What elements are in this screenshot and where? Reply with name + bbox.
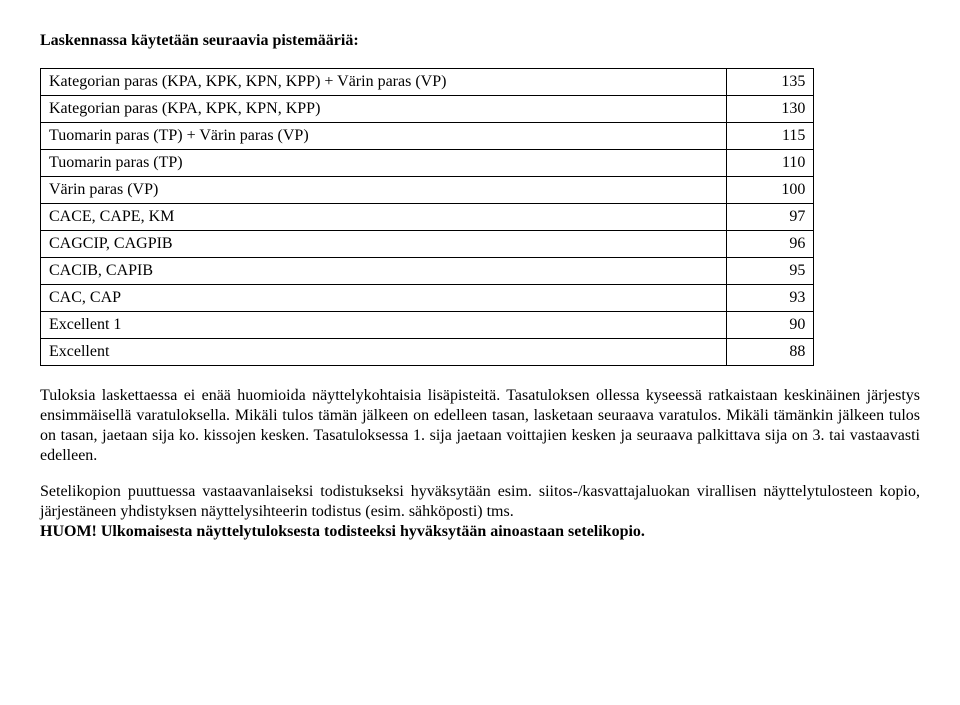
table-cell-label: Tuomarin paras (TP)	[41, 150, 727, 177]
table-cell-label: Kategorian paras (KPA, KPK, KPN, KPP)	[41, 96, 727, 123]
table-cell-label: Tuomarin paras (TP) + Värin paras (VP)	[41, 123, 727, 150]
table-cell-value: 135	[727, 69, 814, 96]
table-cell-label: Värin paras (VP)	[41, 177, 727, 204]
table-cell-label: CACE, CAPE, KM	[41, 204, 727, 231]
table-cell-label: Excellent	[41, 339, 727, 366]
table-row: Excellent 190	[41, 312, 814, 339]
table-row: CACE, CAPE, KM97	[41, 204, 814, 231]
table-cell-value: 90	[727, 312, 814, 339]
table-row: Kategorian paras (KPA, KPK, KPN, KPP)130	[41, 96, 814, 123]
table-row: Kategorian paras (KPA, KPK, KPN, KPP) + …	[41, 69, 814, 96]
paragraph-2-text: Setelikopion puuttuessa vastaavanlaiseks…	[40, 483, 920, 520]
table-cell-label: Kategorian paras (KPA, KPK, KPN, KPP) + …	[41, 69, 727, 96]
table-row: Tuomarin paras (TP) + Värin paras (VP)11…	[41, 123, 814, 150]
table-cell-value: 110	[727, 150, 814, 177]
table-row: Excellent88	[41, 339, 814, 366]
table-cell-value: 100	[727, 177, 814, 204]
table-cell-value: 115	[727, 123, 814, 150]
table-row: Värin paras (VP)100	[41, 177, 814, 204]
section-heading: Laskennassa käytetään seuraavia pistemää…	[40, 32, 920, 50]
table-cell-label: CAGCIP, CAGPIB	[41, 231, 727, 258]
table-row: CACIB, CAPIB95	[41, 258, 814, 285]
table-row: Tuomarin paras (TP)110	[41, 150, 814, 177]
table-cell-value: 97	[727, 204, 814, 231]
table-cell-value: 88	[727, 339, 814, 366]
paragraph-2-note: HUOM! Ulkomaisesta näyttelytuloksesta to…	[40, 523, 645, 540]
table-row: CAC, CAP93	[41, 285, 814, 312]
points-table: Kategorian paras (KPA, KPK, KPN, KPP) + …	[40, 68, 814, 366]
table-cell-value: 130	[727, 96, 814, 123]
paragraph-2: Setelikopion puuttuessa vastaavanlaiseks…	[40, 482, 920, 542]
table-cell-label: CAC, CAP	[41, 285, 727, 312]
paragraph-1: Tuloksia laskettaessa ei enää huomioida …	[40, 386, 920, 466]
table-row: CAGCIP, CAGPIB96	[41, 231, 814, 258]
table-cell-label: Excellent 1	[41, 312, 727, 339]
table-cell-value: 95	[727, 258, 814, 285]
table-cell-value: 93	[727, 285, 814, 312]
table-cell-value: 96	[727, 231, 814, 258]
table-cell-label: CACIB, CAPIB	[41, 258, 727, 285]
